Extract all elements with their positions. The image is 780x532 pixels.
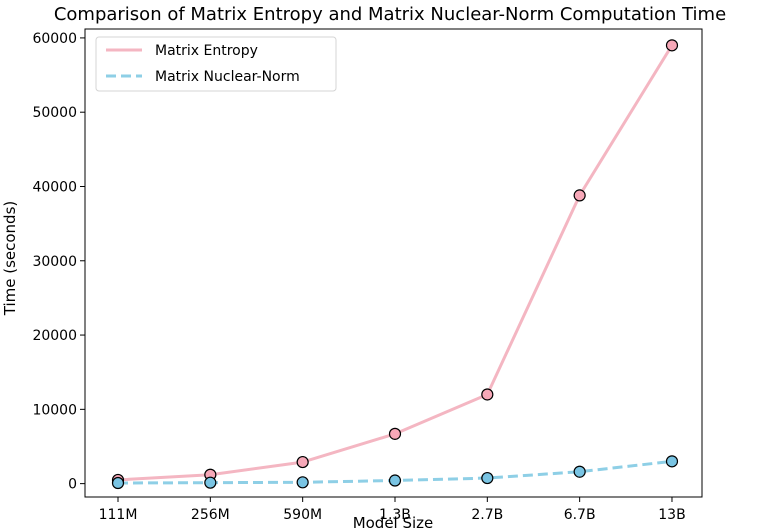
y-tick-label: 30000 (32, 254, 77, 270)
data-point-matrix-entropy (573, 189, 586, 202)
series-line-matrix-entropy (117, 44, 674, 482)
y-axis: 0 10000 20000 30000 40000 50000 60000 (32, 31, 85, 493)
plot-frame (84, 28, 703, 498)
data-point-matrix-nuclear-norm (665, 455, 679, 468)
data-point-matrix-entropy (296, 455, 309, 469)
data-point-matrix-nuclear-norm (204, 476, 217, 489)
plot-area (111, 39, 679, 490)
x-tick-label: 256M (191, 507, 230, 523)
legend-label-matrix-entropy: Matrix Entropy (155, 43, 258, 59)
legend-frame (95, 36, 337, 92)
data-point-matrix-nuclear-norm (481, 471, 494, 485)
data-point-matrix-nuclear-norm (573, 465, 586, 478)
y-tick-label: 50000 (32, 105, 77, 121)
data-point-matrix-entropy (481, 388, 494, 401)
y-axis-label: Time (seconds) (1, 201, 19, 317)
x-axis: 111M 256M 590M 1.3B 2.7B 6.7B 13B (99, 497, 686, 523)
chart-title: Comparison of Matrix Entropy and Matrix … (54, 4, 726, 25)
legend-label-matrix-nuclear-norm: Matrix Nuclear-Norm (155, 69, 300, 85)
y-tick-label: 60000 (32, 31, 77, 47)
data-point-matrix-nuclear-norm (111, 476, 125, 490)
data-point-matrix-nuclear-norm (296, 476, 309, 489)
data-point-matrix-nuclear-norm (388, 474, 402, 487)
y-tick-label: 20000 (32, 328, 77, 344)
y-tick-label: 0 (68, 477, 77, 493)
x-tick-label: 2.7B (471, 507, 503, 523)
legend: Matrix Entropy Matrix Nuclear-Norm (95, 36, 337, 92)
y-tick-label: 10000 (32, 402, 77, 418)
x-tick-label: 6.7B (564, 507, 596, 523)
data-point-matrix-entropy (388, 427, 402, 440)
x-tick-label: 1.3B (379, 507, 411, 523)
x-tick-label: 111M (99, 507, 138, 523)
x-axis-label: Model Size (353, 514, 434, 532)
data-point-matrix-entropy (665, 39, 679, 52)
y-tick-label: 40000 (32, 179, 77, 195)
x-tick-label: 13B (658, 507, 685, 523)
x-tick-label: 590M (283, 507, 322, 523)
